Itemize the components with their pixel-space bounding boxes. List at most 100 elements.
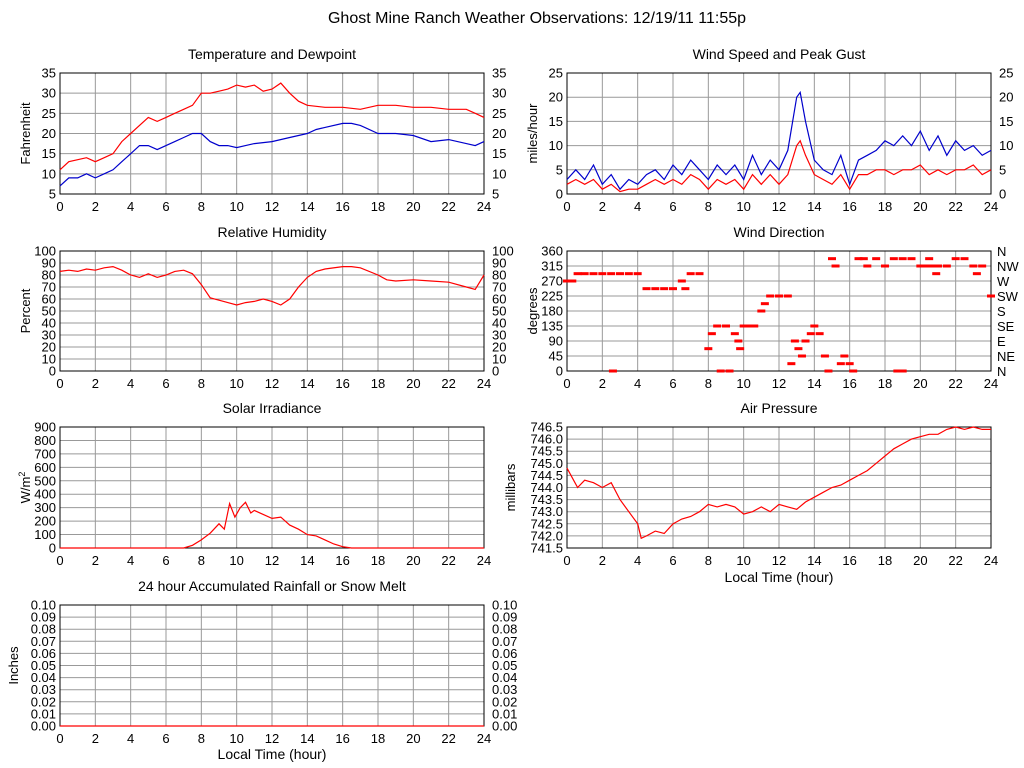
wind_direction-direction-point — [840, 354, 849, 358]
humidity-ytick-label: 90 — [42, 256, 56, 271]
wind_direction-direction-point — [787, 362, 796, 366]
wind_direction-direction-point — [730, 332, 739, 336]
solar-ytick-label: 200 — [34, 514, 56, 529]
pressure-xtick-label: 24 — [984, 553, 998, 568]
temperature-title: Temperature and Dewpoint — [188, 46, 356, 62]
temperature-temp-line — [59, 82, 485, 171]
wind_direction-xtick-label: 16 — [842, 376, 856, 391]
solar-xtick-label: 16 — [335, 553, 349, 568]
pressure-frame — [566, 426, 992, 549]
rain-right-tick-label: 0.06 — [492, 646, 517, 661]
wind_direction-direction-point — [669, 287, 677, 291]
humidity-ytick-label: 0 — [49, 364, 56, 379]
humidity-xtick-label: 2 — [92, 376, 99, 391]
wind_direction-direction-point — [921, 264, 930, 268]
wind_direction-direction-point — [820, 354, 829, 358]
pressure-xtick-label: 8 — [705, 553, 712, 568]
rain-xtick-label: 24 — [477, 731, 491, 746]
wind_direction-right-tick-label: SE — [997, 319, 1015, 334]
wind_direction-direction-point — [951, 257, 960, 261]
wind_direction-direction-point — [704, 347, 713, 351]
pressure-ytick-label: 745.0 — [530, 456, 563, 471]
humidity-xtick-label: 8 — [198, 376, 205, 391]
humidity-xtick-label: 10 — [229, 376, 243, 391]
pressure-ytick-label: 746.5 — [530, 420, 563, 435]
wind_direction-direction-point — [925, 257, 934, 261]
humidity-ytick-label: 30 — [42, 328, 56, 343]
wind_direction-direction-point — [707, 332, 716, 336]
humidity-xtick-label: 0 — [56, 376, 63, 391]
humidity-rh-line — [59, 265, 485, 306]
pressure-ytick-label: 745.5 — [530, 444, 563, 459]
wind_direction-right-tick-label: N — [997, 364, 1006, 379]
wind_direction-direction-point — [794, 347, 803, 351]
solar-ytick-label: 700 — [34, 446, 56, 461]
pressure-xtick-label: 4 — [634, 553, 641, 568]
wind_direction-direction-point — [589, 272, 598, 276]
humidity-right-tick-label: 40 — [492, 316, 506, 331]
pressure-xtick-label: 0 — [563, 553, 570, 568]
temperature-xtick-label: 2 — [92, 199, 99, 214]
rain-right-tick-label: 0.00 — [492, 719, 517, 734]
pressure-xtick-label: 6 — [669, 553, 676, 568]
wind_direction-direction-point — [686, 272, 695, 276]
wind_direction-direction-point — [608, 369, 617, 373]
wind_direction-direction-point — [757, 309, 766, 313]
wind_direction-direction-point — [633, 272, 642, 276]
temperature-xtick-label: 6 — [162, 199, 169, 214]
wind_direction-direction-point — [716, 369, 725, 373]
solar-xtick-label: 18 — [371, 553, 385, 568]
wind_direction-direction-point — [849, 369, 858, 373]
temperature-xtick-label: 22 — [441, 199, 455, 214]
rain-right-tick-label: 0.01 — [492, 706, 517, 721]
wind_direction-direction-point — [972, 272, 981, 276]
wind_direction-direction-point — [760, 302, 769, 306]
pressure-ytick-label: 746.0 — [530, 432, 563, 447]
wind_direction-direction-point — [934, 264, 942, 268]
solar-xtick-label: 2 — [92, 553, 99, 568]
wind_direction-right-tick-label: S — [997, 304, 1006, 319]
solar-ytick-label: 100 — [34, 527, 56, 542]
wind_direction-right-tick-label: W — [997, 274, 1010, 289]
wind_direction-direction-point — [580, 272, 589, 276]
humidity-right-tick-label: 10 — [492, 352, 506, 367]
wind_direction-ylabel: degrees — [525, 287, 540, 334]
page-title: Ghost Mine Ranch Weather Observations: 1… — [328, 10, 746, 27]
wind_direction-xtick-label: 0 — [563, 376, 570, 391]
wind_direction-ytick-label: 135 — [541, 319, 563, 334]
wind_speed-right-tick-label: 15 — [999, 114, 1013, 129]
wind_direction-right-tick-label: NE — [997, 349, 1015, 364]
wind_direction-direction-point — [859, 257, 868, 261]
wind_speed-xtick-label: 16 — [842, 199, 856, 214]
humidity-xtick-label: 16 — [335, 376, 349, 391]
humidity-ytick-label: 70 — [42, 280, 56, 295]
wind_direction-direction-point — [978, 264, 987, 268]
humidity-xtick-label: 12 — [265, 376, 279, 391]
solar-frame — [59, 426, 485, 549]
solar-xtick-label: 0 — [56, 553, 63, 568]
wind_speed-right-tick-label: 20 — [999, 90, 1013, 105]
pressure-xtick-label: 20 — [913, 553, 927, 568]
temperature-xtick-label: 18 — [371, 199, 385, 214]
wind_direction-direction-point — [828, 257, 836, 261]
wind_direction-xtick-label: 2 — [599, 376, 606, 391]
wind_direction-direction-point — [969, 264, 978, 268]
pressure-xtick-label: 10 — [736, 553, 750, 568]
wind_speed-right-tick-label: 25 — [999, 66, 1013, 81]
solar-ylabel-superscript: 2 — [17, 472, 27, 477]
wind_speed-xtick-label: 4 — [634, 199, 641, 214]
solar-solar-line — [60, 501, 484, 549]
wind_speed-ytick-label: 10 — [549, 138, 563, 153]
wind_speed-xtick-label: 8 — [705, 199, 712, 214]
humidity-ytick-label: 80 — [42, 268, 56, 283]
humidity-xtick-label: 4 — [127, 376, 134, 391]
rain-ytick-label: 0.02 — [31, 694, 56, 709]
humidity-xtick-label: 18 — [371, 376, 385, 391]
wind_direction-direction-point — [815, 332, 824, 336]
wind_direction-frame — [566, 250, 992, 372]
humidity-right-tick-label: 70 — [492, 280, 506, 295]
x-axis-label-pressure: Local Time (hour) — [725, 569, 834, 585]
